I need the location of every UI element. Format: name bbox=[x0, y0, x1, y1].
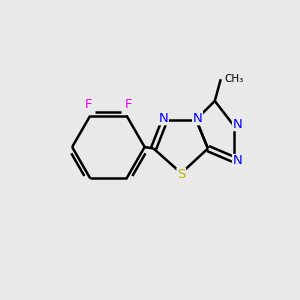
Text: F: F bbox=[85, 98, 92, 111]
Text: N: N bbox=[193, 112, 202, 125]
Text: N: N bbox=[232, 118, 242, 130]
Text: N: N bbox=[158, 112, 168, 125]
Text: CH₃: CH₃ bbox=[224, 74, 244, 84]
Text: N: N bbox=[232, 154, 242, 167]
Text: F: F bbox=[124, 98, 132, 111]
Text: S: S bbox=[177, 168, 185, 181]
